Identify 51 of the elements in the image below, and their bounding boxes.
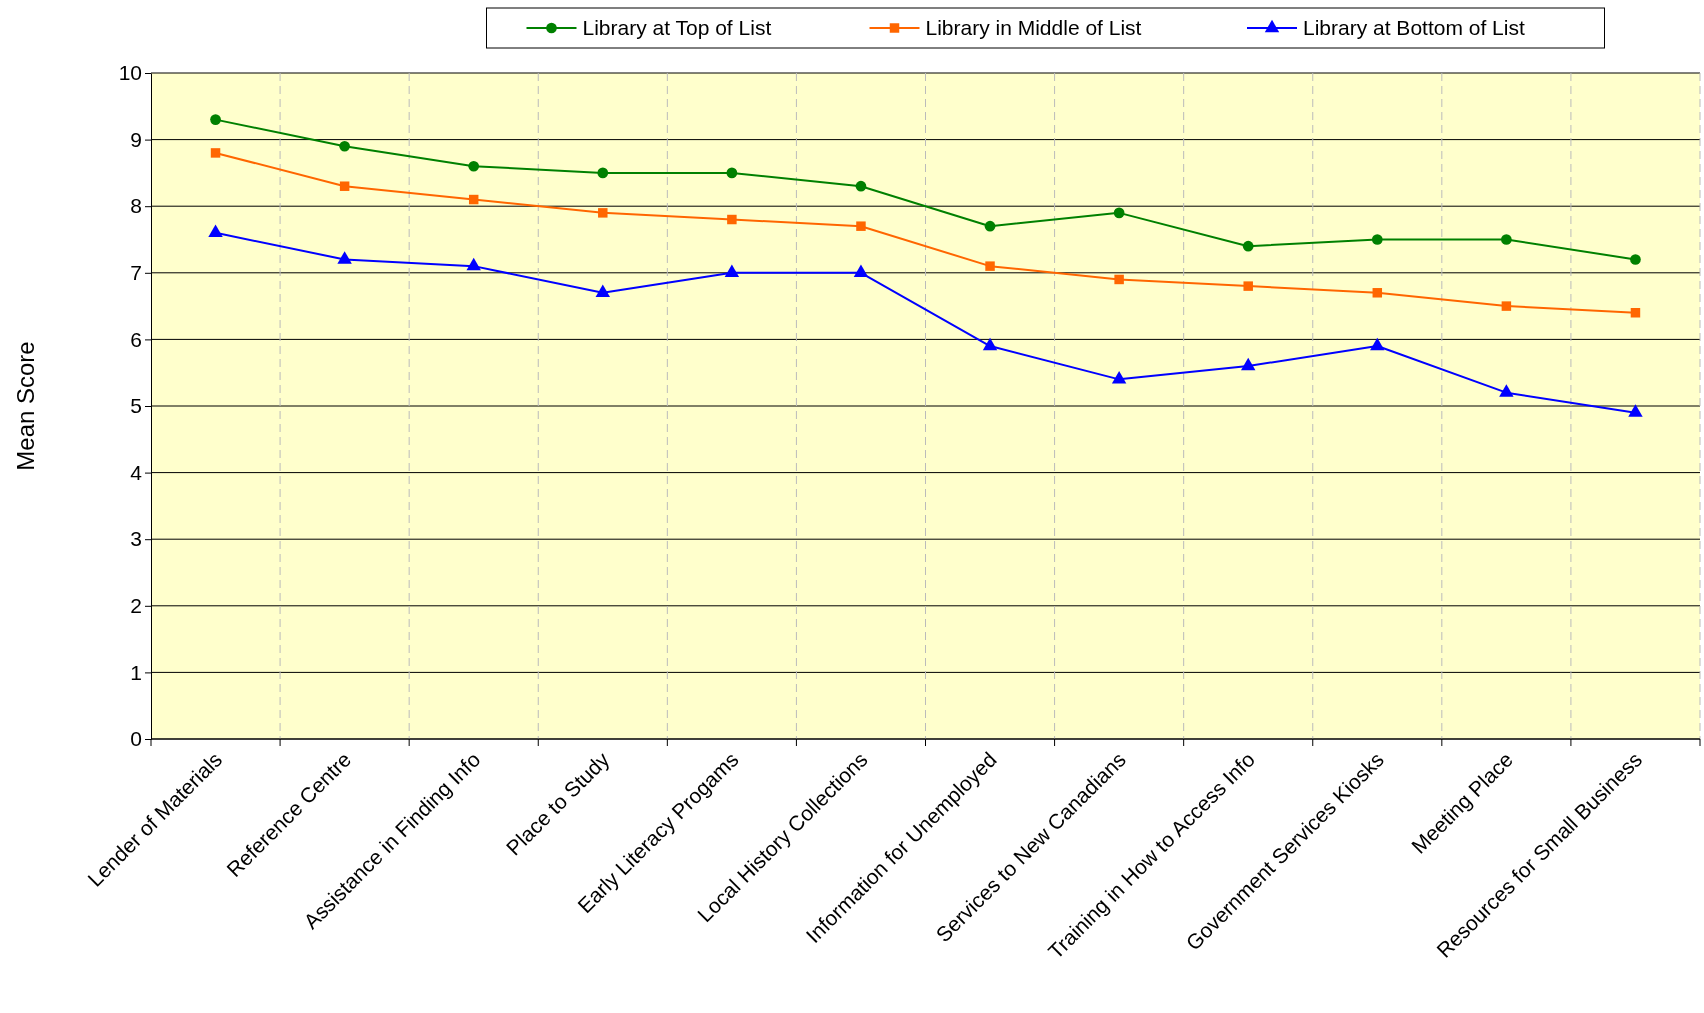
point bbox=[598, 208, 608, 218]
point bbox=[724, 264, 740, 277]
point bbox=[468, 194, 479, 205]
y-tick-label: 6 bbox=[130, 327, 142, 351]
point bbox=[1501, 301, 1512, 311]
point bbox=[727, 214, 737, 225]
point bbox=[1371, 234, 1383, 245]
point bbox=[210, 148, 221, 158]
point bbox=[1501, 234, 1512, 245]
y-tick-label: 5 bbox=[130, 394, 142, 418]
point bbox=[985, 261, 995, 271]
point bbox=[856, 221, 866, 231]
legend-label: Library in Middle of List bbox=[925, 16, 1142, 39]
y-tick-label: 2 bbox=[130, 594, 142, 618]
point bbox=[855, 180, 867, 192]
point bbox=[466, 257, 481, 271]
point bbox=[982, 337, 998, 351]
point bbox=[208, 224, 223, 237]
point bbox=[1113, 207, 1125, 219]
point bbox=[595, 284, 610, 297]
point bbox=[1372, 288, 1383, 298]
point bbox=[853, 264, 869, 277]
point bbox=[339, 181, 350, 191]
y-tick-label: 4 bbox=[130, 460, 143, 484]
point bbox=[1370, 337, 1385, 351]
point bbox=[597, 167, 609, 179]
point bbox=[1243, 281, 1253, 291]
point bbox=[339, 140, 350, 152]
point bbox=[1242, 240, 1254, 252]
point bbox=[1111, 371, 1127, 384]
y-tick-label: 1 bbox=[130, 660, 142, 684]
point bbox=[210, 114, 221, 125]
point bbox=[1628, 404, 1643, 417]
legend-label: Library at Bottom of List bbox=[1303, 16, 1525, 39]
point bbox=[984, 220, 996, 232]
y-tick-label: 8 bbox=[130, 194, 142, 218]
y-tick-label: 3 bbox=[130, 527, 142, 551]
point bbox=[1630, 308, 1641, 318]
point bbox=[1114, 274, 1124, 285]
y-tick-label: 9 bbox=[130, 127, 142, 151]
point bbox=[468, 160, 480, 172]
point bbox=[337, 251, 352, 264]
y-tick-label: 7 bbox=[130, 261, 142, 285]
y-axis-title: Mean Score bbox=[12, 341, 39, 471]
point bbox=[726, 167, 738, 179]
point bbox=[1630, 254, 1641, 265]
point bbox=[1241, 357, 1256, 371]
point bbox=[1499, 384, 1514, 397]
legend-label: Library at Top of List bbox=[582, 16, 772, 39]
y-tick-label: 0 bbox=[130, 727, 142, 751]
y-tick-label: 10 bbox=[118, 61, 142, 85]
